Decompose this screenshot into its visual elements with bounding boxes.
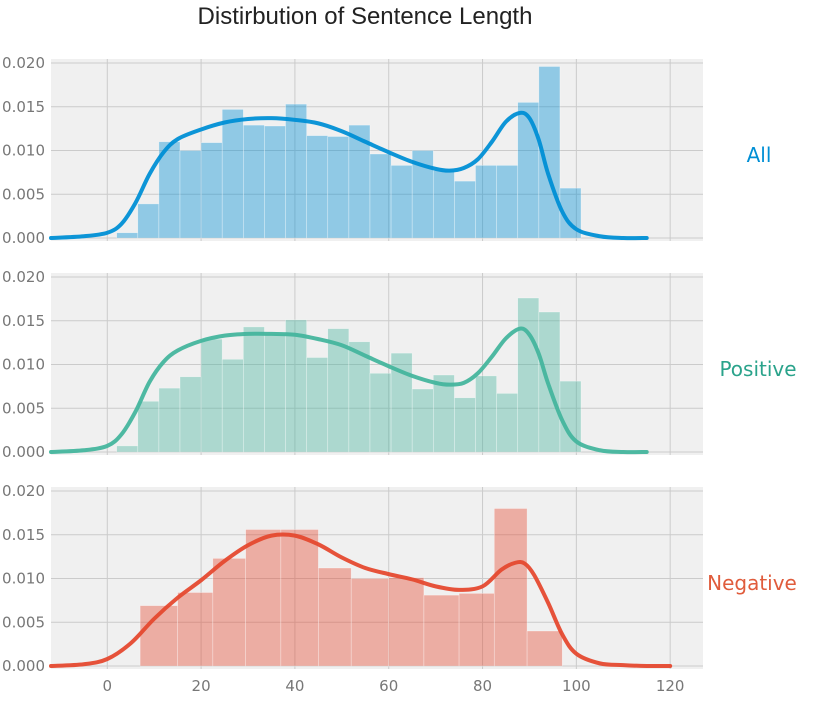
histogram-bar [116,232,139,239]
histogram-bar [388,577,425,667]
kde-curve-all [49,110,649,241]
histogram-bar [327,136,350,239]
x-tick-label: 0 [103,677,113,695]
panel-label-negative: Negative [707,571,797,595]
chart-title: Distirbution of Sentence Length [197,3,533,30]
kde-curve-positive [49,326,649,455]
histogram-bar [411,388,434,453]
histogram-bar [350,578,390,667]
histogram-bar [200,338,223,453]
y-tick-label: 0.010 [2,356,45,374]
panel-label-positive: Positive [719,357,796,381]
histogram-bar [496,165,519,239]
histogram-bar [221,358,244,453]
histogram-bar [432,170,455,239]
histogram-bar [369,372,392,453]
x-tick-label: 40 [285,677,304,695]
histogram-bar [200,142,223,239]
histogram-bar [179,150,202,239]
histogram-bar [493,508,528,667]
histogram-bar [475,375,497,453]
x-tick-label: 80 [473,677,492,695]
histogram-bar [517,102,540,239]
x-tick-label: 120 [656,677,685,695]
histogram-bar [306,357,329,453]
y-tick-label: 0.015 [2,98,45,116]
histogram-bar [221,109,244,239]
x-tick-label: 100 [562,677,591,695]
histogram-bar [179,376,202,453]
histogram-bar [177,592,214,667]
y-tick-label: 0.010 [2,142,45,160]
histogram-bar [264,333,286,453]
histogram-bar [285,103,307,239]
y-tick-label: 0.020 [2,54,45,72]
y-tick-label: 0.015 [2,312,45,330]
histogram-bar [517,297,540,453]
histogram-bar [454,397,476,453]
panel-label-all: All [747,143,772,167]
histogram-bar [116,445,139,453]
y-tick-label: 0.020 [2,482,45,500]
histogram-bar [559,187,582,239]
histogram-bar [158,387,181,453]
y-tick-label: 0.010 [2,570,45,588]
histogram-bar [245,529,282,667]
x-tick-label: 20 [192,677,211,695]
x-tick-label: 60 [379,677,398,695]
histogram-bar [318,567,352,667]
histogram-bar [137,203,160,239]
y-tick-label: 0.000 [2,229,45,247]
y-tick-label: 0.000 [2,443,45,461]
y-tick-label: 0.005 [2,185,45,203]
histogram-bar [243,326,265,453]
histogram-bar [454,180,476,239]
y-tick-label: 0.000 [2,657,45,675]
histogram-bar [306,135,329,239]
histogram-bar [369,153,392,239]
histogram-bar [496,393,519,453]
y-tick-label: 0.005 [2,613,45,631]
histogram-bar [475,165,497,239]
histogram-bar [280,529,319,667]
histogram-bar [458,593,495,667]
histogram-bar [423,594,460,667]
y-tick-label: 0.015 [2,526,45,544]
histogram-bar [212,558,246,667]
histogram-bar [390,165,413,239]
histogram-bar [526,630,563,667]
histogram-bar [243,124,265,239]
histogram-bar [285,319,307,453]
kde-curve-negative [49,532,673,669]
histogram-bar [137,400,160,453]
y-tick-label: 0.005 [2,399,45,417]
histogram-bar [264,125,286,239]
y-tick-label: 0.020 [2,268,45,286]
